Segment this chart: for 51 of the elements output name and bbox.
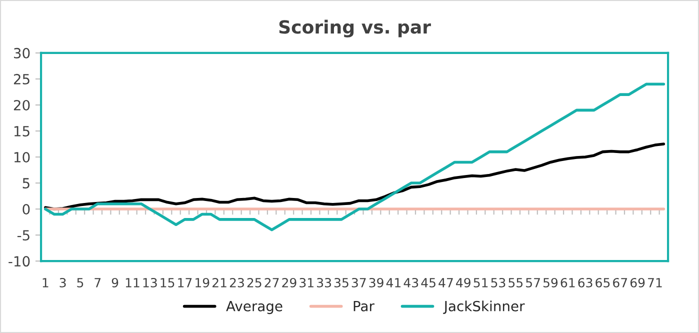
x-tick-label: 59 <box>543 278 558 288</box>
x-tick-label: 39 <box>369 278 384 288</box>
x-tick-label: 49 <box>456 278 470 288</box>
x-tick-label: 71 <box>648 278 662 288</box>
x-tick-label: 17 <box>178 278 192 288</box>
y-tick-label: 5 <box>22 178 30 188</box>
x-tick-label: 15 <box>160 278 174 288</box>
x-tick-label: 57 <box>526 278 540 288</box>
x-tick-label: 33 <box>317 278 332 288</box>
y-tick-label: 15 <box>14 126 30 136</box>
x-tick-label: 43 <box>404 278 418 288</box>
x-tick-label: 29 <box>282 278 296 288</box>
x-tick-label: 45 <box>421 278 436 288</box>
x-tick-label: 41 <box>386 278 401 288</box>
x-tick-label: 3 <box>60 278 66 288</box>
line-series <box>44 142 666 210</box>
x-tick-label: 51 <box>474 278 488 288</box>
x-tick-label: 23 <box>230 278 244 288</box>
y-tick-label: -5 <box>17 230 30 241</box>
x-tick-label: 69 <box>630 278 645 288</box>
x-tick-label: 53 <box>491 278 506 288</box>
legend-label: JackSkinner <box>443 300 525 314</box>
x-tick-label: 65 <box>596 278 610 288</box>
x-tick-label: 67 <box>613 278 628 288</box>
y-tick-label: 10 <box>14 152 30 162</box>
x-tick-label: 21 <box>212 278 226 288</box>
x-tick-label: 25 <box>247 278 262 288</box>
legend-label: Par <box>354 301 374 312</box>
chart-title: Scoring vs. par <box>279 20 431 38</box>
x-tick-label: 63 <box>578 278 592 288</box>
x-tick-label: 27 <box>264 278 279 288</box>
x-tick-label: 55 <box>508 278 522 288</box>
x-tick-label: 47 <box>438 278 453 288</box>
y-tick-label: -10 <box>8 256 30 267</box>
y-tick-label: 25 <box>14 74 30 84</box>
line-series <box>44 82 666 232</box>
x-tick-label: 5 <box>77 278 84 288</box>
legend-label: Average <box>226 301 282 314</box>
x-tick-label: 1 <box>42 278 48 288</box>
x-tick-label: 9 <box>112 278 118 288</box>
y-tick-label: 30 <box>14 48 30 58</box>
y-tick-label: 20 <box>14 100 30 110</box>
y-tick-label: 0 <box>22 204 30 215</box>
x-tick-label: 19 <box>196 278 210 288</box>
x-tick-label: 37 <box>352 278 366 288</box>
x-tick-label: 61 <box>560 278 575 288</box>
x-tick-label: 35 <box>334 278 348 288</box>
x-tick-label: 13 <box>143 278 157 288</box>
x-tick-label: 7 <box>94 278 101 288</box>
x-tick-label: 11 <box>126 278 140 288</box>
x-tick-label: 31 <box>300 278 314 288</box>
